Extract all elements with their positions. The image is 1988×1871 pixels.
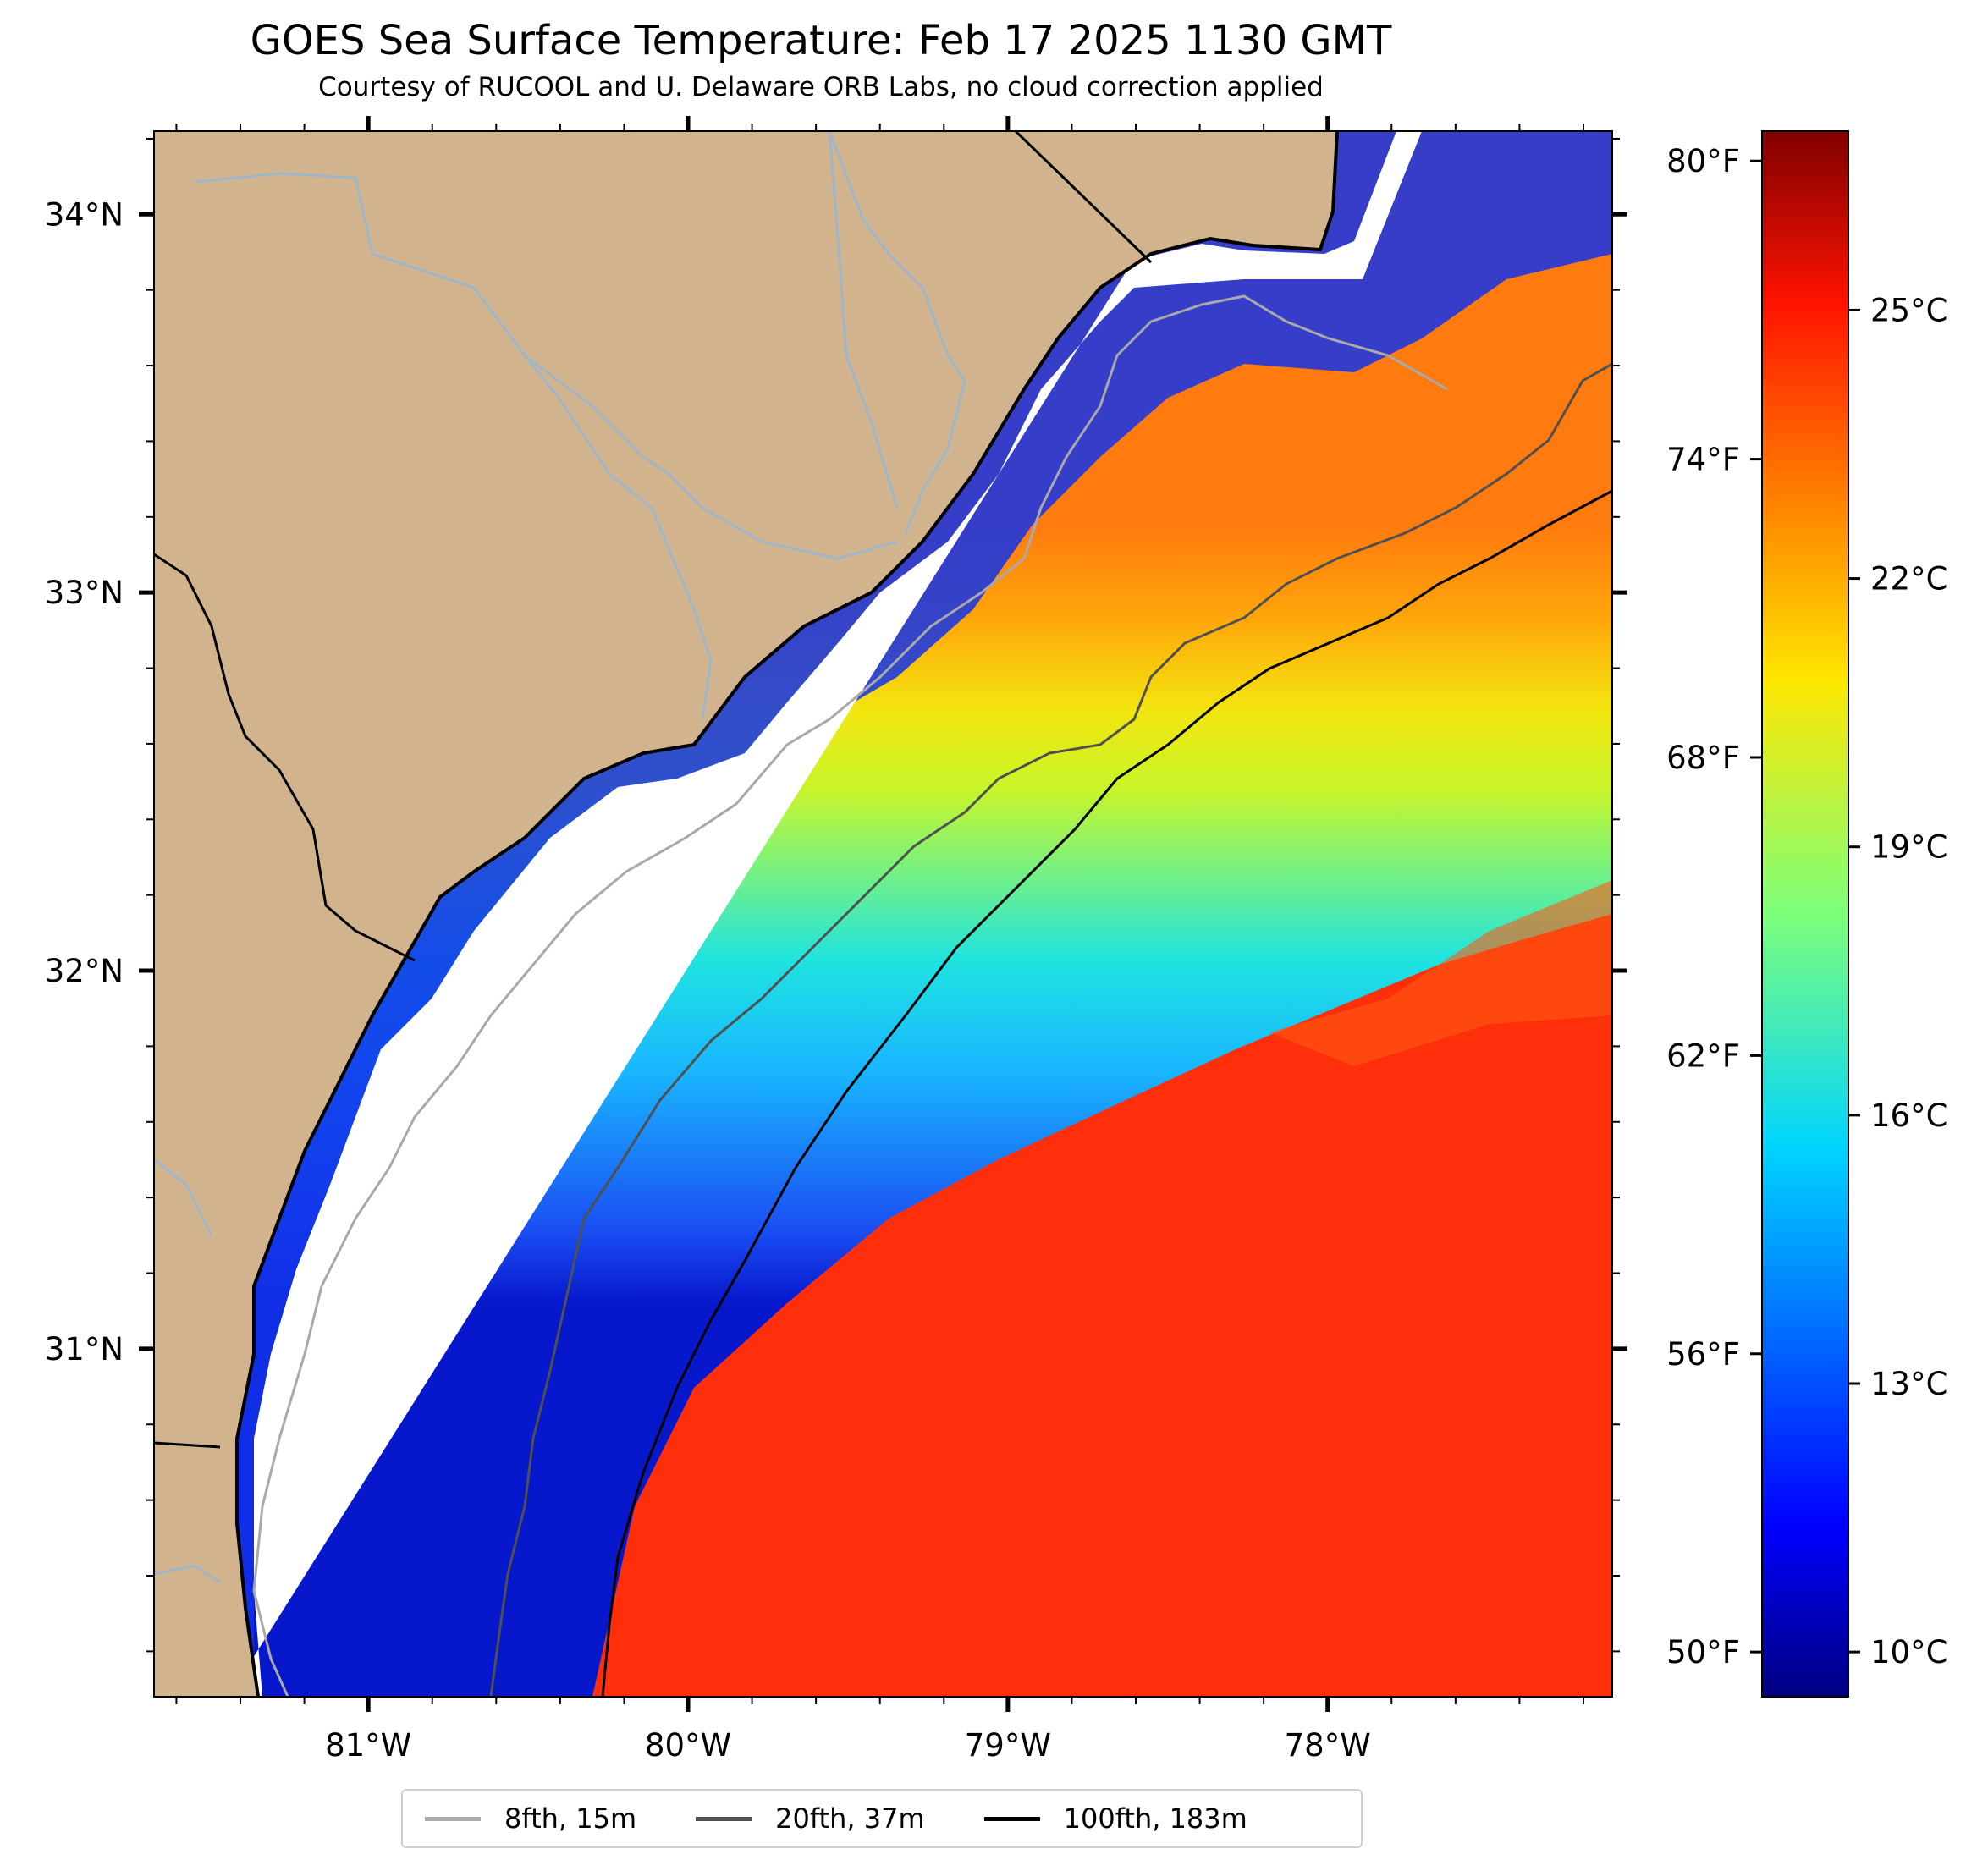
celsius-tick-label: 13°C: [1870, 1366, 1947, 1402]
fahrenheit-tick-label: 68°F: [1666, 740, 1740, 776]
legend-label: 8fth, 15m: [504, 1802, 637, 1835]
legend-item: 100fth, 183m: [983, 1802, 1247, 1835]
lon-tick-label: 80°W: [645, 1727, 731, 1764]
lon-tick-label: 79°W: [965, 1727, 1051, 1764]
legend-line-swatch: [983, 1816, 1040, 1821]
isobath-100fth: [601, 489, 1612, 1697]
river: [523, 355, 713, 720]
legend-label: 100fth, 183m: [1063, 1802, 1247, 1835]
river: [828, 131, 966, 534]
isobath-8fth: [252, 294, 1448, 1697]
colorbar-ticks: 10°C 13°C 16°C 19°C 22°C 25°C 50°F 56°F 62°F 68°F…: [1666, 143, 1947, 1670]
celsius-tick-label: 16°C: [1870, 1098, 1947, 1134]
lat-tick-label: 33°N: [45, 575, 124, 611]
river: [828, 131, 899, 509]
legend-item: 20fth, 37m: [696, 1802, 925, 1835]
state-border: [1014, 131, 1153, 264]
rivers: [154, 131, 966, 1584]
legend-line-swatch: [696, 1816, 752, 1821]
fahrenheit-tick-label: 74°F: [1666, 442, 1740, 478]
celsius-tick-label: 10°C: [1870, 1634, 1947, 1670]
fahrenheit-tick-label: 56°F: [1666, 1336, 1740, 1373]
legend-item: 8fth, 15m: [425, 1802, 636, 1835]
lat-tick-label: 34°N: [45, 196, 124, 233]
state-border: [154, 1441, 221, 1449]
gulf-stream-edge: [1269, 880, 1612, 1066]
chart-subtitle: Courtesy of RUCOOL and U. Delaware ORB L…: [318, 72, 1324, 102]
legend-label: 20fth, 37m: [775, 1802, 925, 1835]
legend-line-swatch: [425, 1816, 481, 1821]
fahrenheit-tick-label: 62°F: [1666, 1037, 1740, 1074]
lat-tick-label: 31°N: [45, 1331, 124, 1367]
map-frame: [153, 130, 1613, 1698]
gulf-stream-water: [592, 914, 1612, 1697]
lat-tick-label: 32°N: [45, 953, 124, 989]
state-border: [154, 553, 416, 962]
celsius-tick-label: 25°C: [1870, 292, 1947, 328]
land-area: [154, 131, 1337, 1697]
river: [194, 172, 898, 560]
celsius-tick-label: 22°C: [1870, 561, 1947, 597]
colorbar: [1761, 130, 1849, 1698]
fahrenheit-tick-label: 80°F: [1666, 143, 1740, 179]
river: [154, 1158, 213, 1236]
celsius-tick-label: 19°C: [1870, 829, 1947, 866]
isobath-legend: 8fth, 15m 20fth, 37m 100fth, 183m: [401, 1789, 1363, 1848]
sst-map: [154, 131, 1612, 1697]
river: [154, 1564, 221, 1584]
axis-ticks: 34°N 33°N 32°N 31°N 81°W 80°W 79°W 78°W: [45, 116, 1627, 1764]
lon-tick-label: 78°W: [1285, 1727, 1371, 1764]
chart-title: GOES Sea Surface Temperature: Feb 17 202…: [250, 17, 1392, 64]
fahrenheit-tick-label: 50°F: [1666, 1634, 1740, 1670]
isobath-20fth: [489, 362, 1612, 1697]
coastline: [235, 131, 1339, 1697]
lon-tick-label: 81°W: [325, 1727, 411, 1764]
